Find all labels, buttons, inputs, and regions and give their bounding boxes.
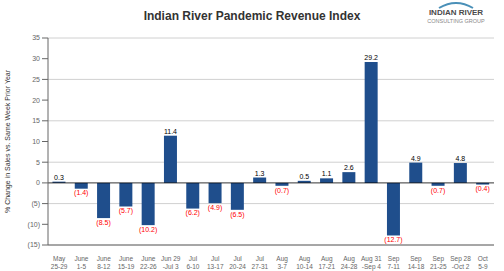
svg-text:Aug17-21: Aug17-21: [318, 255, 335, 270]
svg-text:(10.2): (10.2): [139, 226, 157, 234]
svg-text:30: 30: [32, 55, 40, 62]
svg-text:4.8: 4.8: [455, 155, 465, 162]
svg-text:Sep7-11: Sep7-11: [387, 255, 400, 270]
svg-text:(10): (10): [28, 221, 40, 229]
svg-text:Sep21-25: Sep21-25: [430, 255, 447, 270]
svg-text:May25-29: May25-29: [51, 255, 68, 270]
svg-text:(12.7): (12.7): [384, 236, 402, 244]
svg-text:(1.4): (1.4): [74, 189, 88, 197]
html-text:CONSULTING GROUP: CONSULTING GROUP: [427, 17, 485, 24]
svg-text:(8.5): (8.5): [96, 219, 110, 227]
svg-text:0: 0: [36, 179, 40, 186]
svg-text:(5): (5): [31, 200, 40, 208]
svg-text:29.2: 29.2: [364, 54, 378, 61]
svg-text:25: 25: [32, 76, 40, 83]
svg-text:(4.9): (4.9): [208, 204, 222, 212]
svg-text:0.3: 0.3: [54, 174, 64, 181]
svg-text:2.6: 2.6: [344, 164, 354, 171]
html-text:Indian River Pandemic Revenue: Indian River Pandemic Revenue Index: [143, 9, 361, 23]
svg-text:June1-5: June1-5: [74, 255, 88, 270]
svg-text:(5.7): (5.7): [119, 207, 133, 215]
svg-text:35: 35: [32, 34, 40, 41]
svg-text:Jun 29-Jul 3: Jun 29-Jul 3: [161, 255, 181, 270]
svg-text:Jul13-17: Jul13-17: [207, 255, 224, 270]
svg-text:(6.2): (6.2): [186, 209, 200, 217]
svg-text:Aug3-7: Aug3-7: [276, 255, 288, 270]
svg-text:4.9: 4.9: [411, 155, 421, 162]
svg-text:(0.7): (0.7): [431, 187, 445, 195]
svg-text:June15-19: June15-19: [118, 255, 135, 270]
svg-text:Sep 28-Oct 2: Sep 28-Oct 2: [450, 255, 471, 270]
svg-text:Jul6-10: Jul6-10: [186, 255, 199, 270]
svg-text:Oct5-9: Oct5-9: [478, 255, 488, 270]
svg-text:(0.7): (0.7): [275, 187, 289, 195]
svg-text:(6.5): (6.5): [230, 211, 244, 219]
svg-text:20: 20: [32, 97, 40, 104]
svg-text:Jul27-31: Jul27-31: [252, 255, 269, 270]
svg-text:% Change in Sales vs. Same Wee: % Change in Sales vs. Same Week Prior Ye…: [8, 69, 12, 213]
svg-text:Aug24-28: Aug24-28: [341, 255, 358, 270]
svg-text:June22-26: June22-26: [140, 255, 157, 270]
svg-text:1.1: 1.1: [322, 170, 332, 177]
svg-text:Jul20-24: Jul20-24: [229, 255, 246, 270]
svg-text:11.4: 11.4: [164, 128, 177, 135]
svg-text:15: 15: [32, 117, 40, 124]
svg-text:10: 10: [32, 138, 40, 145]
html-text:INDIAN RIVER: INDIAN RIVER: [428, 8, 484, 17]
svg-text:Aug 31-Sep 4: Aug 31-Sep 4: [361, 255, 382, 271]
svg-text:0.5: 0.5: [299, 173, 309, 180]
svg-text:June8-12: June8-12: [97, 255, 111, 270]
svg-text:Sep14-18: Sep14-18: [408, 255, 425, 270]
svg-text:Aug10-14: Aug10-14: [296, 255, 313, 270]
svg-text:(0.4): (0.4): [475, 185, 489, 193]
svg-text:5: 5: [36, 159, 40, 166]
svg-text:1.3: 1.3: [255, 170, 265, 177]
svg-text:(15): (15): [28, 241, 40, 249]
